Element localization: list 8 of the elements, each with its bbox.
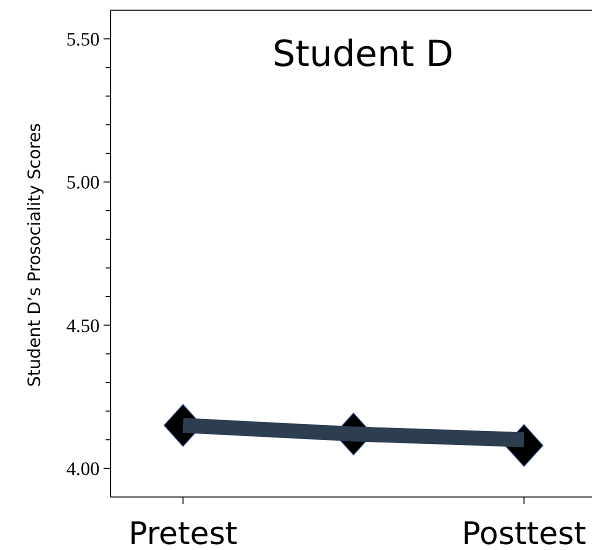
y-tick-label: 4.50 — [66, 316, 100, 337]
x-tick-label: Posttest — [462, 516, 586, 550]
y-tick-label: 5.50 — [66, 29, 100, 50]
y-axis-title: Student D’s Prosociality Scores — [25, 122, 45, 387]
x-tick-label: Pretest — [128, 516, 238, 550]
y-tick-label: 5.00 — [66, 172, 100, 194]
y-tick-label: 4.00 — [66, 459, 100, 480]
text: Student D — [272, 34, 454, 75]
